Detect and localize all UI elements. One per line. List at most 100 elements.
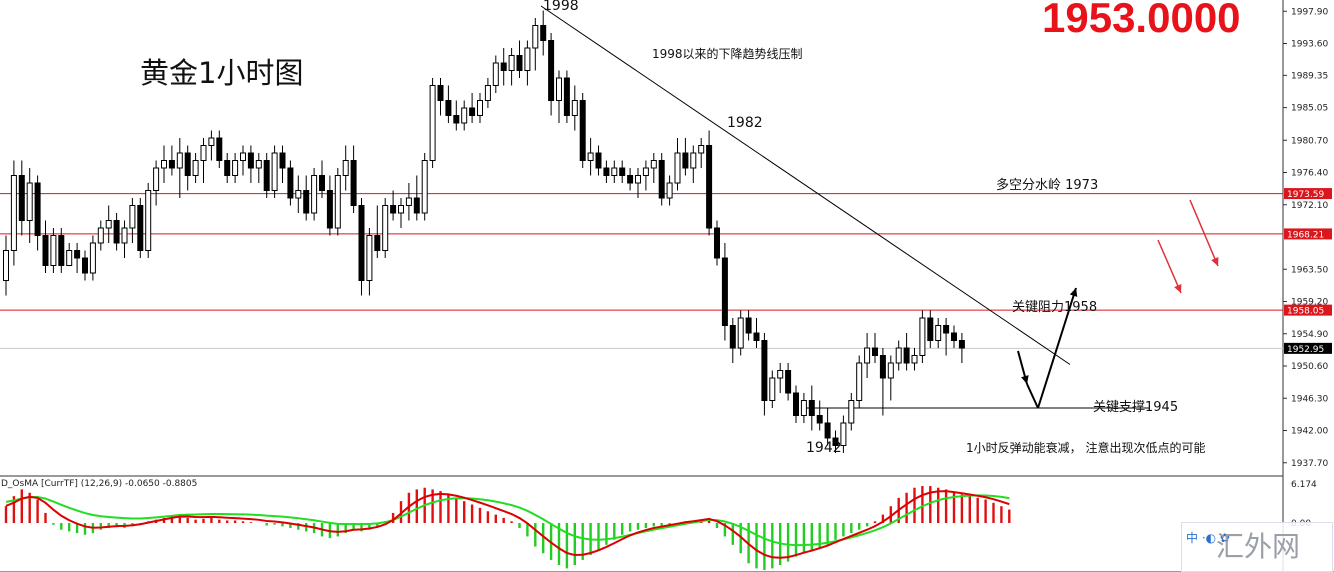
bear-candle — [350, 160, 357, 206]
bull-candle — [208, 137, 215, 146]
bull-candle — [777, 370, 784, 379]
bear-candle — [824, 422, 831, 439]
bull-candle — [145, 190, 152, 251]
bull-candle — [429, 85, 436, 161]
bull-candle — [3, 250, 9, 281]
bear-candle — [619, 167, 626, 176]
bull-candle — [911, 355, 918, 364]
bear-candle — [658, 160, 665, 199]
red-arrow-1 — [1189, 199, 1219, 267]
y-tick-label: 1993.60 — [1291, 40, 1328, 50]
annotation-label: 1998 — [543, 0, 579, 14]
bull-candle — [690, 152, 697, 169]
bull-candle — [271, 152, 278, 191]
bear-candle — [745, 317, 752, 334]
bull-candle — [571, 100, 578, 116]
bear-candle — [548, 40, 555, 101]
y-tick-label: 1946.30 — [1291, 394, 1328, 404]
bull-candle — [97, 227, 104, 244]
bull-candle — [366, 235, 373, 281]
bull-candle — [89, 242, 96, 274]
down-leg — [1026, 383, 1039, 409]
annotation-label: 多空分水岭 1973 — [996, 177, 1098, 193]
bear-candle — [453, 115, 460, 124]
bear-candle — [832, 437, 839, 446]
bear-candle — [721, 257, 728, 326]
bear-candle — [437, 85, 444, 101]
level-tag-label: 1973.59 — [1287, 190, 1324, 200]
down-arrow-1-head — [1021, 375, 1029, 384]
red-arrow-2 — [1157, 239, 1182, 294]
bull-candle — [176, 152, 183, 169]
bull-candle — [477, 100, 483, 116]
bear-candle — [927, 317, 934, 341]
bear-candle — [326, 190, 333, 229]
bull-candle — [342, 160, 349, 176]
current-price-display: 1953.0000 — [1042, 0, 1241, 41]
bull-candle — [295, 190, 302, 199]
bear-candle — [714, 227, 720, 259]
bull-candle — [492, 62, 499, 86]
annotations: 1998 1998以来的下降趋势线压制 1982 多空分水岭 1973 关键阻力1958… — [543, 0, 1205, 456]
price-levels — [0, 193, 1283, 349]
bull-candle — [161, 160, 167, 169]
bear-candle — [42, 235, 49, 266]
bear-candle — [872, 347, 878, 356]
indicator-label: D_OsMA [CurrTF] (12,26,9) -0.0650 -0.880… — [1, 479, 198, 489]
bull-candle — [611, 167, 618, 176]
y-tick-label: 1985.05 — [1291, 104, 1328, 114]
bear-candle — [729, 325, 736, 349]
bull-candle — [26, 182, 33, 221]
bull-candle — [556, 77, 562, 101]
red-arrow-1-head — [1211, 257, 1219, 266]
annotation-label: 关键阻力1958 — [1012, 300, 1097, 315]
bear-candle — [216, 137, 223, 161]
bull-candle — [153, 167, 160, 191]
bear-candle — [500, 62, 507, 71]
bull-candle — [587, 152, 594, 161]
bull-candle — [650, 160, 657, 169]
osma-indicator — [4, 486, 1011, 571]
bull-candle — [255, 160, 262, 169]
bear-candle — [579, 100, 586, 161]
bull-candle — [840, 422, 847, 446]
price-axis: 1997.90 1993.60 1989.35 1985.05 1980.70 1976.… — [1283, 7, 1332, 529]
bull-candle — [848, 400, 855, 424]
indicator-tick-label: 6.174 — [1291, 480, 1317, 490]
y-tick-label: 1972.10 — [1291, 201, 1328, 211]
up-arrow — [1037, 287, 1077, 409]
y-tick-label: 1980.70 — [1291, 136, 1328, 146]
bull-candle — [398, 205, 404, 214]
bear-candle — [74, 250, 81, 259]
bear-candle — [279, 152, 286, 169]
y-tick-label: 1954.90 — [1291, 330, 1328, 340]
bull-candle — [382, 205, 389, 251]
bear-candle — [358, 205, 365, 281]
bear-candle — [390, 205, 397, 214]
bear-candle — [374, 235, 381, 251]
bear-candle — [82, 257, 88, 274]
bull-candle — [50, 235, 57, 266]
bear-candle — [469, 107, 476, 116]
bear-candle — [445, 100, 452, 116]
bear-candle — [753, 332, 760, 341]
bull-candle — [698, 145, 705, 154]
bull-candle — [769, 377, 776, 401]
bull-candle — [864, 347, 871, 364]
bear-candle — [540, 25, 547, 41]
level-tag-label: 1958.05 — [1287, 307, 1324, 317]
bear-candle — [58, 235, 65, 266]
bull-candle — [856, 362, 863, 401]
bull-candle — [674, 152, 681, 184]
watermark: 中 ·◐ ✿ 汇外网 — [1181, 522, 1333, 572]
level-tag-label: 1952.95 — [1287, 345, 1324, 355]
watermark-icons[interactable]: 中 ·◐ ✿ — [1186, 531, 1230, 545]
bull-candle — [421, 160, 428, 214]
bull-candle — [105, 220, 112, 229]
bear-candle — [319, 175, 325, 191]
bear-candle — [706, 145, 713, 229]
bear-candle — [247, 152, 254, 169]
bear-candle — [595, 152, 602, 169]
annotation-label: 1982 — [727, 115, 763, 131]
